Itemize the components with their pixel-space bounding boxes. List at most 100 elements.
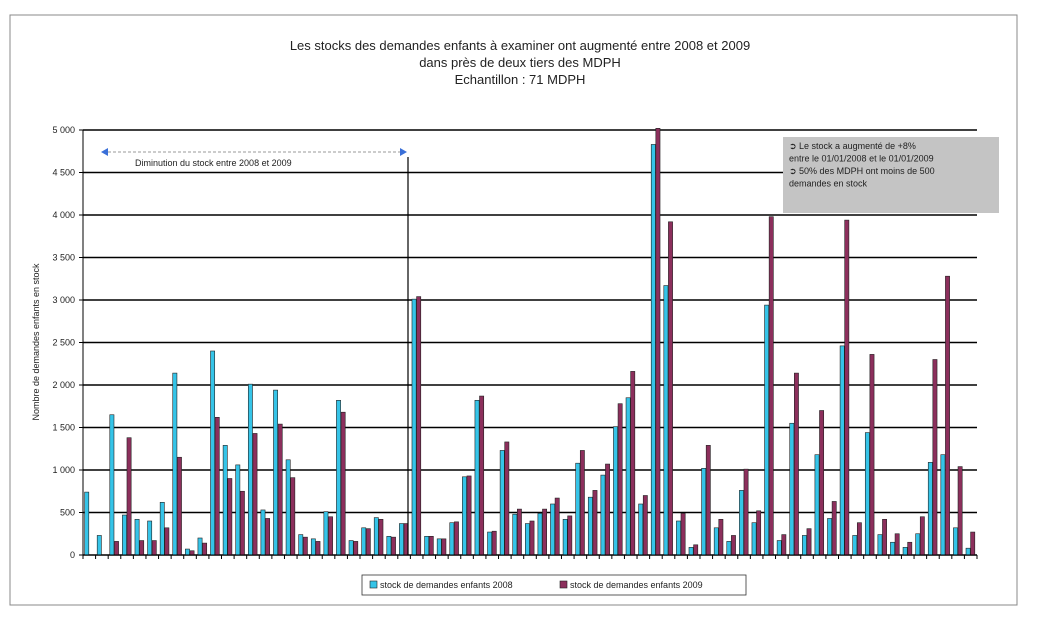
bar [852,535,858,556]
bar [575,462,581,556]
bar [479,395,485,556]
bar [764,304,770,556]
bar [462,476,467,556]
note-line: ➲ Le stock a augmenté de +8% [789,141,916,151]
bar [336,399,341,556]
plot-area: 0 500 1 000 1 500 2 000 2 500 3 000 3 500 4 000 4… [52,125,978,560]
bar [743,468,749,556]
bar [693,544,699,556]
bar [310,538,316,556]
bar [416,296,422,556]
bar [290,477,296,556]
bar [965,547,971,556]
bar [705,445,711,556]
bar [512,513,518,556]
bar [239,490,245,556]
bar [365,528,371,556]
y-axis-label: Nombre de demandes enfants en stock [31,263,41,421]
bar [751,522,757,556]
bar [474,399,480,556]
bar [542,508,547,556]
bar [953,527,958,556]
arrow-head [400,148,407,156]
bar [638,503,644,556]
bar [109,414,115,556]
bar [554,497,560,556]
bar [436,538,442,556]
bar [605,463,610,556]
bar [298,534,304,556]
bar [902,547,908,556]
bar [189,550,195,556]
bar [122,514,127,556]
bar [177,456,182,556]
bar [882,518,887,556]
y-tick-label: 500 [60,508,75,518]
bar [114,541,119,556]
bar [151,540,157,556]
bar [814,454,820,556]
bar [260,509,266,556]
bar [940,454,946,556]
bar [499,450,505,556]
bar [391,536,396,556]
bar [781,534,787,556]
bar [537,513,543,556]
bar [877,534,883,556]
bar [894,533,900,556]
bar [328,516,333,556]
bar [756,510,762,556]
bar [768,216,774,556]
bar [265,518,270,556]
bar [613,426,618,556]
bar [945,275,950,556]
bar [147,520,153,556]
bar [731,535,736,556]
bar [386,535,392,556]
bar [625,397,631,556]
note-line: ➲ 50% des MDPH ont moins de 500 [789,166,935,176]
y-tick-label: 5 000 [52,125,75,135]
bar [235,464,241,556]
bar [579,450,585,556]
bar [806,528,812,556]
bar [134,518,140,556]
bar [466,475,472,556]
bar [794,372,799,556]
note-line: entre le 01/01/2008 et le 01/01/2009 [789,154,934,164]
legend-swatch [559,580,568,589]
bar [663,285,669,556]
bar [273,389,278,556]
bar [315,541,321,556]
bar [454,521,459,556]
bar [550,503,555,556]
bar [839,345,845,556]
bar [844,219,850,556]
y-tick-label: 4 000 [52,210,75,220]
bar [378,518,384,556]
bar [713,527,719,556]
arrow-annotation: Diminution du stock entre 2008 et 2009 [135,158,292,168]
bar [348,540,354,556]
chart-title: Echantillon : 71 MDPH [455,72,586,87]
bar [197,537,203,556]
y-tick-label: 3 000 [52,295,75,305]
bar [688,547,694,556]
bar [202,542,208,556]
legend-label: stock de demandes enfants 2008 [380,580,513,590]
bar [869,354,875,556]
bar [562,518,568,556]
bar [668,221,673,556]
bar [957,466,963,556]
bar [650,144,656,556]
note-box [783,137,999,213]
bar [159,501,165,556]
bar [676,520,681,556]
note-line: demandes en stock [789,179,868,189]
bar [642,495,648,556]
bar [441,538,447,556]
chart-title: dans près de deux tiers des MDPH [419,55,621,70]
bar [802,535,807,556]
bar [819,410,825,556]
y-tick-label: 3 500 [52,253,75,263]
